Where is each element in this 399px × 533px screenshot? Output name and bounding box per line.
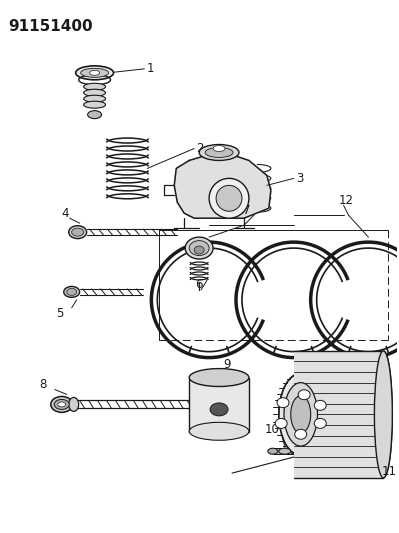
Ellipse shape xyxy=(213,146,225,151)
Ellipse shape xyxy=(374,351,392,478)
Ellipse shape xyxy=(209,179,249,218)
Ellipse shape xyxy=(298,390,310,400)
Bar xyxy=(273,448,303,454)
Ellipse shape xyxy=(81,68,109,77)
Ellipse shape xyxy=(295,429,307,439)
Ellipse shape xyxy=(291,395,311,433)
Ellipse shape xyxy=(268,448,278,454)
Ellipse shape xyxy=(189,368,249,386)
Ellipse shape xyxy=(84,95,106,102)
Text: 4: 4 xyxy=(61,207,69,220)
Text: 1: 1 xyxy=(146,62,154,75)
Ellipse shape xyxy=(58,402,66,407)
Ellipse shape xyxy=(84,83,106,90)
Ellipse shape xyxy=(90,70,100,75)
Ellipse shape xyxy=(194,246,204,254)
Ellipse shape xyxy=(279,373,323,456)
Ellipse shape xyxy=(69,225,87,239)
Ellipse shape xyxy=(64,286,80,297)
Ellipse shape xyxy=(216,185,242,211)
Ellipse shape xyxy=(314,400,326,410)
Ellipse shape xyxy=(69,398,79,411)
Ellipse shape xyxy=(72,228,84,236)
Ellipse shape xyxy=(277,398,289,408)
Ellipse shape xyxy=(189,422,249,440)
Text: 2: 2 xyxy=(196,142,203,155)
Text: 6: 6 xyxy=(196,278,203,292)
Ellipse shape xyxy=(189,240,209,255)
Text: 12: 12 xyxy=(339,194,354,207)
Ellipse shape xyxy=(275,418,287,429)
Ellipse shape xyxy=(185,237,213,259)
Ellipse shape xyxy=(210,403,228,416)
Ellipse shape xyxy=(314,418,326,429)
Text: 7: 7 xyxy=(243,204,251,217)
Ellipse shape xyxy=(88,111,102,119)
Text: 5: 5 xyxy=(56,308,63,320)
Text: 11: 11 xyxy=(381,465,396,478)
Ellipse shape xyxy=(76,66,114,80)
Bar xyxy=(294,351,383,478)
Polygon shape xyxy=(174,152,271,218)
Ellipse shape xyxy=(67,288,77,295)
Text: 3: 3 xyxy=(296,172,303,185)
Ellipse shape xyxy=(84,89,106,96)
Bar xyxy=(189,377,249,432)
Ellipse shape xyxy=(199,144,239,160)
Ellipse shape xyxy=(279,448,291,454)
Text: 10: 10 xyxy=(265,423,280,436)
Text: 8: 8 xyxy=(39,378,47,391)
Text: 9: 9 xyxy=(223,358,231,371)
Ellipse shape xyxy=(284,383,318,446)
Ellipse shape xyxy=(51,397,73,413)
Ellipse shape xyxy=(205,148,233,157)
Ellipse shape xyxy=(84,101,106,108)
Ellipse shape xyxy=(54,399,69,409)
Text: 91151400: 91151400 xyxy=(8,19,93,34)
